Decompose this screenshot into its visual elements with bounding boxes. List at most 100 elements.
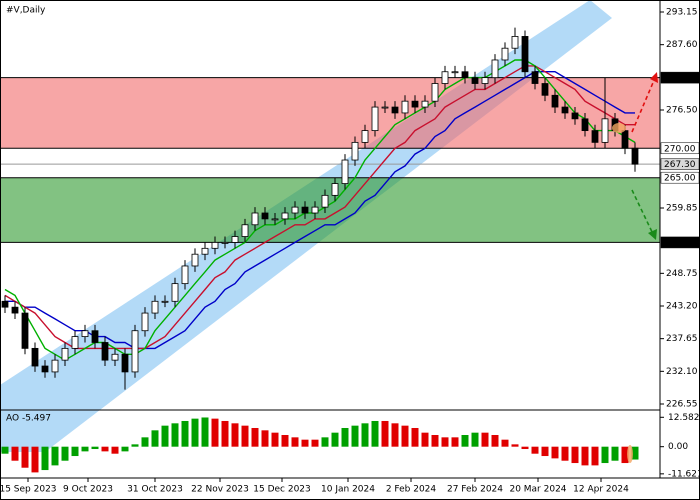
ao-bar bbox=[321, 437, 329, 447]
zone bbox=[0, 77, 660, 149]
candle-body bbox=[111, 353, 119, 361]
ao-bar bbox=[51, 446, 59, 466]
candle-body bbox=[431, 83, 439, 102]
ao-bar bbox=[481, 432, 489, 447]
candle-body bbox=[401, 100, 409, 114]
y-tick-label: 12.582 bbox=[668, 413, 700, 423]
level-box bbox=[660, 71, 700, 84]
y-tick-label: 232.10 bbox=[666, 367, 698, 377]
ao-bar bbox=[91, 446, 99, 450]
ao-bar bbox=[391, 423, 399, 447]
level-box bbox=[660, 171, 700, 184]
candle-body bbox=[501, 47, 509, 61]
ao-bar bbox=[201, 417, 209, 447]
level-box bbox=[660, 158, 700, 170]
ao-bar bbox=[581, 446, 589, 466]
ao-bar bbox=[221, 420, 229, 447]
ao-bar bbox=[41, 446, 49, 471]
candle-body bbox=[251, 212, 259, 226]
level-label: 282.00 bbox=[664, 74, 696, 84]
chart-title: #V,Daily bbox=[6, 6, 46, 16]
candle-body bbox=[451, 71, 459, 74]
ao-bar bbox=[431, 435, 439, 447]
candle-body bbox=[441, 71, 449, 84]
candle-body bbox=[221, 242, 229, 244]
candle-body bbox=[121, 353, 129, 373]
candle-body bbox=[531, 71, 539, 84]
y-tick-label: 276.50 bbox=[666, 106, 698, 116]
x-tick-label: 22 Nov 2023 bbox=[191, 485, 249, 495]
candle-body bbox=[571, 112, 579, 120]
y-tick-label: 259.85 bbox=[666, 204, 698, 214]
candle-body bbox=[371, 106, 379, 132]
ao-bar bbox=[261, 430, 269, 447]
moving-average bbox=[4, 65, 635, 350]
y-tick-label: 243.20 bbox=[666, 301, 698, 311]
ao-bar bbox=[1, 446, 9, 454]
up-arrow bbox=[631, 77, 656, 133]
ao-bar bbox=[171, 423, 179, 447]
x-tick-label: 15 Sep 2023 bbox=[0, 485, 57, 495]
candle-body bbox=[521, 36, 529, 73]
candle-body bbox=[201, 247, 209, 255]
ao-bar bbox=[141, 437, 149, 447]
ao-bar bbox=[71, 446, 79, 457]
ao-bar bbox=[511, 444, 519, 447]
candle-body bbox=[331, 183, 339, 196]
candle-body bbox=[491, 59, 499, 79]
level-box bbox=[660, 142, 700, 155]
candle-body bbox=[131, 330, 139, 373]
ao-title: AO -5.497 bbox=[6, 414, 51, 424]
candle-body bbox=[181, 265, 189, 285]
candle-body bbox=[61, 347, 69, 361]
ao-bar bbox=[441, 437, 449, 447]
candle-body bbox=[541, 83, 549, 96]
ao-bar bbox=[541, 446, 549, 457]
y-tick-label: -11.621 bbox=[668, 469, 700, 479]
candle-body bbox=[81, 330, 89, 338]
x-tick-label: 2 Feb 2024 bbox=[386, 485, 437, 495]
x-tick-label: 9 Oct 2023 bbox=[63, 485, 113, 495]
ao-bar bbox=[301, 439, 309, 447]
candle-body bbox=[151, 300, 159, 314]
ao-bar bbox=[421, 432, 429, 447]
ao-bar bbox=[351, 425, 359, 447]
level-label: 267.30 bbox=[664, 160, 696, 170]
candle-body bbox=[241, 224, 249, 237]
ao-bar bbox=[131, 444, 139, 447]
y-tick-label: 248.75 bbox=[666, 269, 698, 279]
down-arrow bbox=[631, 189, 654, 235]
plot-layer bbox=[0, 27, 660, 473]
zone bbox=[0, 177, 660, 243]
y-tick-label: 237.65 bbox=[666, 334, 698, 344]
candle-body bbox=[11, 306, 19, 314]
y-tick-label: 287.60 bbox=[666, 40, 698, 50]
candle-body bbox=[631, 147, 639, 165]
candle-body bbox=[171, 283, 179, 302]
candle-body bbox=[471, 77, 479, 84]
candle-body bbox=[71, 336, 79, 349]
ao-bar bbox=[111, 446, 119, 454]
ao-bar bbox=[11, 446, 19, 461]
ao-bar bbox=[381, 420, 389, 447]
moving-average bbox=[4, 59, 636, 361]
candle-body bbox=[301, 206, 309, 214]
candle-body bbox=[411, 100, 419, 108]
ao-bar bbox=[191, 418, 199, 447]
ao-bar bbox=[251, 427, 259, 447]
ao-bar bbox=[61, 446, 69, 461]
ao-bar bbox=[31, 446, 39, 473]
ao-bar bbox=[311, 439, 319, 447]
ao-bar bbox=[341, 427, 349, 447]
ao-bar bbox=[611, 446, 619, 461]
candle-body bbox=[591, 130, 599, 143]
ao-bar bbox=[631, 446, 639, 460]
ao-bar bbox=[361, 423, 369, 447]
candle-body bbox=[271, 218, 279, 221]
candle-body bbox=[31, 347, 39, 367]
x-tick-label: 10 Jan 2024 bbox=[321, 485, 375, 495]
candle-body bbox=[291, 206, 299, 214]
